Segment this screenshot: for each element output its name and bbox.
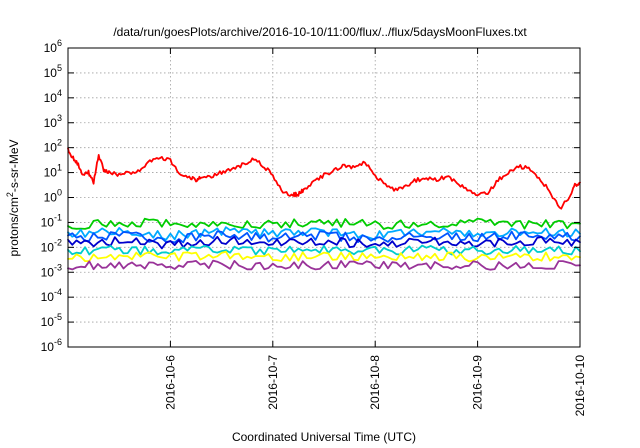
y-tick-label: 10-4 — [41, 287, 62, 304]
y-tick-exp: -4 — [54, 287, 62, 297]
series-line — [67, 259, 581, 271]
y-tick-label: 104 — [44, 88, 62, 105]
y-tick-base: 10 — [41, 315, 55, 329]
y-tick-base: 10 — [44, 41, 58, 55]
x-axis: 2016-10-6 2016-10-7 2016-10-8 2016-10-9 2016… — [163, 48, 587, 416]
y-tick-exp: -5 — [54, 312, 62, 322]
y-tick-label: 102 — [44, 138, 62, 155]
x-tick-label: 2016-10-6 — [163, 355, 177, 410]
y-tick-label: 10-2 — [41, 237, 62, 254]
y-tick-base: 10 — [44, 91, 58, 105]
y-tick-base: 10 — [44, 191, 58, 205]
series-line — [67, 244, 581, 256]
y-tick-label: 101 — [44, 163, 62, 180]
y-tick-base: 10 — [41, 240, 55, 254]
y-tick-base: 10 — [41, 290, 55, 304]
y-tick-label: 10-5 — [41, 312, 62, 329]
y-tick-label: 100 — [44, 188, 62, 205]
series-line — [67, 235, 581, 250]
x-tick-label: 2016-10-9 — [471, 355, 485, 410]
y-axis: 10610510410310210110010-110-210-310-410-… — [41, 38, 580, 354]
x-tick-label: 2016-10-8 — [368, 355, 382, 410]
series-layer — [67, 147, 581, 271]
x-axis-label: Coordinated Universal Time (UTC) — [232, 430, 416, 444]
y-tick-exp: 0 — [57, 188, 62, 198]
y-tick-base: 10 — [41, 340, 55, 354]
y-tick-exp: 2 — [57, 138, 62, 148]
x-tick-label: 2016-10-10 — [573, 355, 587, 417]
y-tick-base: 10 — [44, 166, 58, 180]
y-tick-label: 106 — [44, 38, 62, 55]
y-tick-label: 10-1 — [41, 212, 62, 229]
y-tick-exp: 1 — [57, 163, 62, 173]
grid-lines — [68, 48, 581, 347]
series-line — [67, 226, 581, 241]
y-tick-base: 10 — [44, 116, 58, 130]
series-line — [67, 217, 581, 230]
y-tick-base: 10 — [41, 265, 55, 279]
y-tick-exp: 6 — [57, 38, 62, 48]
y-tick-exp: 5 — [57, 63, 62, 73]
y-tick-base: 10 — [41, 215, 55, 229]
y-tick-exp: -3 — [54, 262, 62, 272]
y-tick-exp: 3 — [57, 113, 62, 123]
y-axis-label-sup: 2 — [5, 192, 15, 197]
series-line — [67, 250, 581, 263]
y-tick-exp: -6 — [54, 337, 62, 347]
y-tick-base: 10 — [44, 141, 58, 155]
y-tick-exp: -1 — [54, 212, 62, 222]
y-axis-label-rest: -s-sr-MeV — [7, 139, 21, 192]
y-tick-label: 10-6 — [41, 337, 62, 354]
y-axis-label-base: protons/cm — [7, 197, 21, 256]
y-tick-exp: -2 — [54, 237, 62, 247]
y-tick-label: 103 — [44, 113, 62, 130]
y-tick-label: 10-3 — [41, 262, 62, 279]
series-line — [67, 147, 581, 210]
y-tick-exp: 4 — [57, 88, 62, 98]
y-axis-label: protons/cm2-s-sr-MeV — [5, 139, 21, 256]
y-tick-base: 10 — [44, 66, 58, 80]
x-tick-label: 2016-10-7 — [266, 355, 280, 410]
y-tick-label: 105 — [44, 63, 62, 80]
chart-title: /data/run/goesPlots/archive/2016-10-10/1… — [113, 25, 527, 39]
